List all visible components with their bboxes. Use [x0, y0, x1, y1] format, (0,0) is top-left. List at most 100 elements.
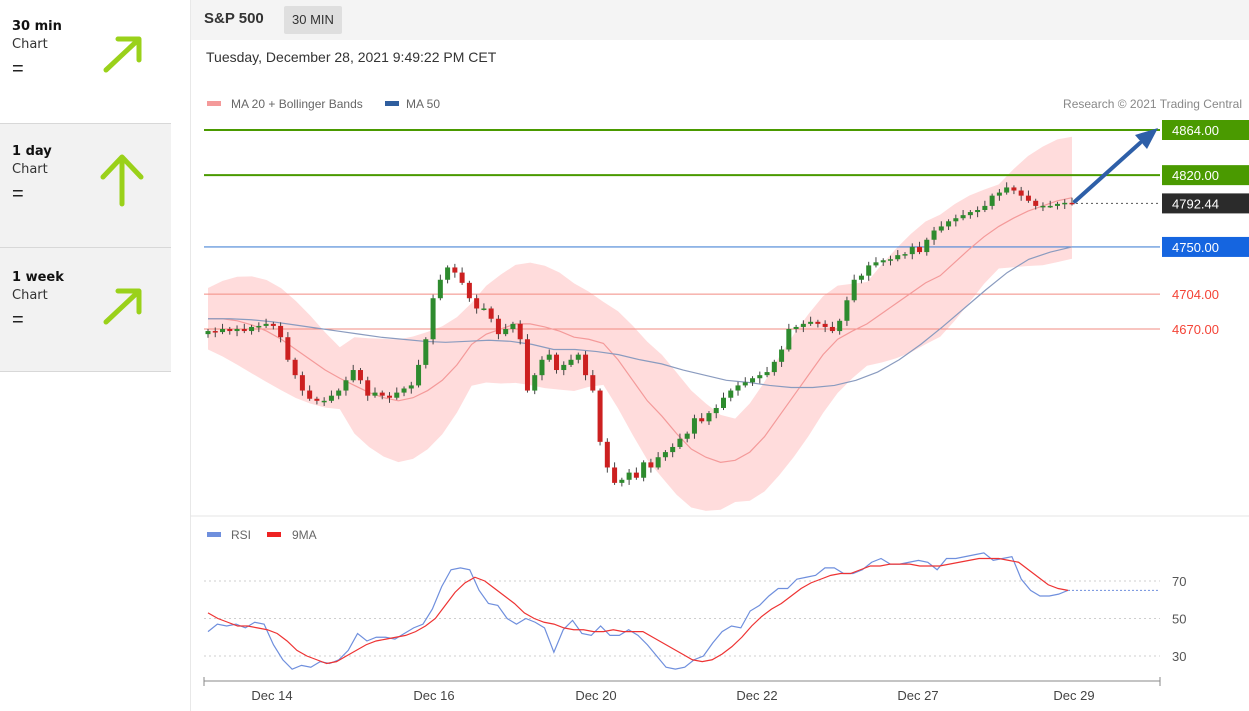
candle-body: [292, 359, 298, 376]
legend-swatch-rsi: [207, 532, 221, 537]
x-tick-label: Dec 16: [413, 688, 454, 703]
candle-body: [328, 395, 334, 401]
candle-body: [946, 221, 952, 227]
candle-body: [234, 329, 240, 332]
candle-body: [648, 462, 654, 468]
candle-body: [960, 215, 966, 219]
x-tick-label: Dec 14: [251, 688, 292, 703]
legend-ma50: MA 50: [406, 97, 440, 111]
level-tag: [1162, 165, 1249, 186]
candle-body: [866, 265, 872, 276]
candle-body: [1011, 187, 1017, 191]
candle-body: [336, 390, 342, 396]
candle-body: [408, 385, 414, 389]
symbol-title: S&P 500: [204, 10, 264, 27]
candle-body: [626, 472, 632, 480]
candle-body: [1062, 202, 1068, 205]
candle-body: [837, 320, 843, 332]
copyright-text: Research © 2021 Trading Central: [1063, 97, 1242, 111]
candle-body: [357, 370, 363, 381]
candle-body: [379, 392, 385, 396]
candle-body: [851, 279, 857, 301]
candle-body: [975, 210, 981, 213]
timeframe-eq: =: [12, 183, 24, 205]
main-legend: MA 20 + Bollinger Bands MA 50: [207, 97, 440, 111]
legend-swatch-ma50: [385, 101, 399, 106]
candle-body: [699, 418, 705, 422]
candle-body: [996, 192, 1002, 196]
candle-body: [452, 267, 458, 273]
timeframe-1day[interactable]: 1 day Chart =: [0, 124, 171, 248]
level-tag: [1162, 193, 1249, 214]
candle-body: [466, 282, 472, 299]
candle-body: [554, 354, 560, 371]
level-tag: [1162, 236, 1249, 257]
candle-body: [931, 230, 937, 240]
candle-body: [1004, 187, 1010, 193]
candle-body: [677, 438, 683, 447]
candle-body: [924, 239, 930, 253]
candle-body: [597, 390, 603, 442]
candle-body: [575, 354, 581, 360]
candle-body: [343, 380, 349, 391]
candle-body: [612, 467, 618, 483]
candle-body: [394, 392, 400, 398]
candle-body: [524, 339, 530, 391]
candle-body: [713, 407, 719, 414]
candle-body: [619, 479, 625, 483]
candle-body: [568, 359, 574, 365]
arrow-up-icon: [100, 154, 144, 207]
timeframe-title: 30 min: [12, 19, 62, 34]
candle-body: [909, 246, 915, 255]
candle-body: [590, 375, 596, 391]
chart-date: Tuesday, December 28, 2021 9:49:22 PM CE…: [206, 49, 497, 65]
candle-body: [815, 321, 821, 324]
candle-body: [299, 375, 305, 391]
candle-body: [604, 441, 610, 468]
level-label: 4670.00: [1172, 322, 1219, 337]
candle-body: [503, 329, 509, 335]
legend-ma20: MA 20 + Bollinger Bands: [231, 97, 363, 111]
candle-body: [902, 254, 908, 256]
candle-body: [938, 226, 944, 231]
candle-body: [750, 378, 756, 383]
candle-body: [633, 472, 639, 478]
timeframe-1week[interactable]: 1 week Chart =: [0, 248, 171, 372]
timeframe-sub: Chart: [12, 37, 48, 52]
bollinger-band: [208, 136, 1072, 511]
candle-body: [1054, 203, 1060, 206]
candle-body: [829, 326, 835, 332]
timeframe-title: 1 week: [12, 270, 64, 285]
timeframe-30min[interactable]: 30 min Chart =: [0, 0, 171, 124]
rsi-tick-label: 30: [1172, 649, 1186, 664]
candle-body: [684, 433, 690, 439]
candle-body: [771, 361, 777, 373]
candle-body: [895, 255, 901, 260]
candle-body: [662, 452, 668, 458]
candle-body: [1047, 205, 1053, 208]
candle-body: [1069, 202, 1075, 205]
x-tick-label: Dec 20: [575, 688, 616, 703]
candle-body: [844, 300, 850, 321]
candle-body: [321, 400, 327, 403]
timeframe-title: 1 day: [12, 144, 52, 159]
timeframe-button[interactable]: 30 MIN: [284, 6, 342, 34]
rsi-legend: RSI 9MA: [207, 528, 317, 542]
level-label: 4750.00: [1172, 240, 1219, 255]
level-tag: [1162, 120, 1249, 140]
candle-body: [365, 380, 371, 396]
candle-body: [220, 329, 226, 333]
candle-body: [1018, 190, 1024, 196]
candle-body: [227, 329, 233, 332]
candle-body: [372, 392, 378, 396]
candle-body: [583, 354, 589, 376]
candle-body: [314, 398, 320, 401]
candle-body: [989, 195, 995, 206]
candle-body: [416, 364, 422, 386]
candle-body: [539, 359, 545, 376]
candle-body: [800, 323, 806, 327]
candle-body: [481, 308, 487, 310]
timeframe-eq: =: [12, 309, 24, 331]
candle-body: [735, 385, 741, 391]
